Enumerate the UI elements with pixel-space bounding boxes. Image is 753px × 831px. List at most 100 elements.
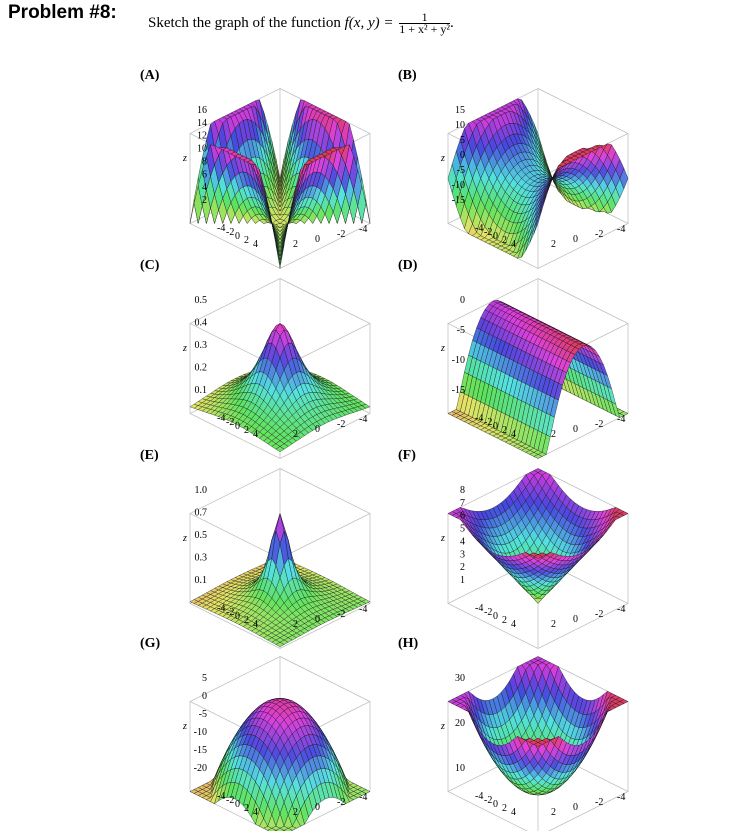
x-tick-label: -2	[226, 795, 234, 806]
panel-label: (E)	[140, 448, 159, 464]
y-tick-label: -2	[595, 229, 603, 240]
x-tick-label: -2	[226, 417, 234, 428]
y-tick-label: -4	[359, 414, 367, 425]
fraction-denominator: 1 + x² + y²	[399, 24, 450, 35]
z-tick-label: 10	[197, 144, 207, 155]
z-tick-label: 1.0	[195, 485, 208, 496]
z-tick-label: 4	[202, 182, 207, 193]
problem-prompt: Sketch the graph of the function f(x, y)…	[148, 12, 454, 35]
z-tick-label: 30	[455, 673, 465, 684]
z-tick-label: 0.5	[195, 295, 208, 306]
x-tick-label: -4	[475, 603, 483, 614]
z-tick-label: -20	[194, 763, 207, 774]
z-tick-label: 0.5	[195, 530, 208, 541]
panel-label: (F)	[398, 448, 416, 464]
z-tick-label: -10	[452, 180, 465, 191]
z-tick-label: 15	[455, 105, 465, 116]
x-tick-label: 0	[493, 611, 498, 622]
x-tick-label: -4	[217, 603, 225, 614]
y-tick-label: 2	[551, 619, 556, 630]
y-tick-label: -2	[337, 609, 345, 620]
surface-mesh	[448, 469, 628, 604]
y-tick-label: -2	[337, 229, 345, 240]
y-tick-label: -4	[617, 414, 625, 425]
z-axis-label: z	[440, 153, 445, 164]
panel-label: (G)	[140, 636, 160, 652]
y-tick-label: 2	[551, 239, 556, 250]
z-tick-label: 0.1	[195, 385, 208, 396]
panel-label: (H)	[398, 636, 418, 652]
z-tick-label: 5	[460, 135, 465, 146]
surface-mesh	[448, 300, 628, 458]
y-tick-label: -4	[359, 792, 367, 803]
x-tick-label: 2	[244, 425, 249, 436]
x-tick-label: 2	[244, 803, 249, 814]
x-tick-label: 0	[235, 611, 240, 622]
x-tick-label: 4	[511, 239, 516, 250]
z-tick-label: 1	[460, 575, 465, 586]
x-tick-label: -2	[484, 607, 492, 618]
x-tick-label: -4	[217, 223, 225, 234]
y-tick-label: 0	[315, 234, 320, 245]
y-tick-label: 0	[573, 802, 578, 813]
x-tick-label: 0	[493, 421, 498, 432]
x-tick-label: 0	[235, 799, 240, 810]
z-tick-label: 7	[460, 498, 465, 509]
z-axis-ticks: 30 20 10	[455, 673, 465, 774]
z-tick-label: -10	[194, 727, 207, 738]
z-tick-label: -15	[194, 745, 207, 756]
function-lhs: f(x, y) =	[345, 15, 394, 31]
x-tick-label: 2	[502, 235, 507, 246]
x-tick-label: -2	[484, 417, 492, 428]
z-tick-label: 0	[460, 150, 465, 161]
z-tick-label: 20	[455, 718, 465, 729]
x-tick-label: 0	[235, 231, 240, 242]
y-tick-label: 2	[551, 807, 556, 818]
y-tick-label: 2	[293, 239, 298, 250]
z-tick-label: 5	[202, 673, 207, 684]
z-tick-label: -5	[457, 325, 465, 336]
panel-label: (A)	[140, 68, 159, 84]
z-tick-label: -5	[457, 165, 465, 176]
x-tick-label: 4	[511, 429, 516, 440]
x-tick-label: 2	[502, 615, 507, 626]
y-tick-label: 0	[315, 424, 320, 435]
z-tick-label: 10	[455, 763, 465, 774]
z-tick-label: 0.4	[195, 318, 208, 329]
y-tick-label: 2	[293, 807, 298, 818]
x-tick-label: 4	[253, 239, 258, 250]
x-tick-label: -4	[217, 791, 225, 802]
y-tick-label: -2	[595, 419, 603, 430]
y-tick-label: -4	[617, 224, 625, 235]
z-axis-label: z	[182, 343, 187, 354]
z-tick-label: 12	[197, 131, 207, 142]
y-tick-label: 0	[573, 614, 578, 625]
y-tick-label: 0	[573, 424, 578, 435]
z-axis-label: z	[440, 721, 445, 732]
x-tick-label: -4	[475, 413, 483, 424]
x-tick-label: 4	[511, 619, 516, 630]
x-tick-label: -2	[226, 227, 234, 238]
z-tick-label: 2	[202, 195, 207, 206]
problem-title: Problem #8:	[8, 2, 117, 24]
z-tick-label: -5	[199, 709, 207, 720]
z-axis-label: z	[182, 533, 187, 544]
surface-mesh	[190, 514, 370, 647]
z-tick-label: 2	[460, 562, 465, 573]
y-tick-label: 0	[315, 614, 320, 625]
y-tick-label: -4	[617, 604, 625, 615]
z-axis-label: z	[182, 721, 187, 732]
y-tick-label: -2	[595, 609, 603, 620]
x-tick-label: -2	[484, 795, 492, 806]
panel-label: (B)	[398, 68, 417, 84]
x-tick-label: 4	[511, 807, 516, 818]
